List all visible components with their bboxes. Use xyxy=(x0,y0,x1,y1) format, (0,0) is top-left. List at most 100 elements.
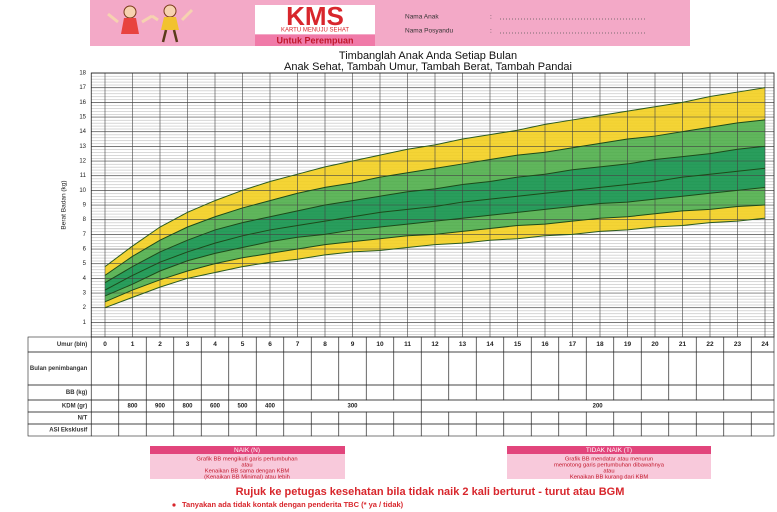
table-cell xyxy=(174,424,202,436)
table-cell xyxy=(559,385,587,400)
row-label: N/T xyxy=(78,416,88,422)
table-cell xyxy=(201,352,229,385)
x-tick-label: 2 xyxy=(158,341,162,348)
kdm-value: 400 xyxy=(265,404,276,410)
x-tick-label: 15 xyxy=(514,341,522,348)
table-cell xyxy=(586,385,614,400)
x-tick-label: 5 xyxy=(241,341,245,348)
table-cell xyxy=(641,385,669,400)
x-tick-label: 12 xyxy=(431,341,439,348)
table-cell xyxy=(669,412,697,424)
table-cell xyxy=(284,385,312,400)
table-cell xyxy=(119,412,147,424)
table-cell xyxy=(229,412,257,424)
table-cell xyxy=(724,385,752,400)
kdm-value: 500 xyxy=(237,404,248,410)
field-label: Nama Anak xyxy=(405,14,439,21)
table-cell xyxy=(366,412,394,424)
table-cell xyxy=(394,352,422,385)
brand: KMS xyxy=(286,1,344,31)
table-cell xyxy=(476,385,504,400)
y-tick-label: 3 xyxy=(83,291,87,297)
y-tick-label: 9 xyxy=(83,203,87,209)
y-tick-label: 8 xyxy=(83,217,87,223)
table-cell xyxy=(421,385,449,400)
table-cell xyxy=(339,352,367,385)
table-cell xyxy=(146,424,174,436)
table-cell xyxy=(119,424,147,436)
y-tick-label: 1 xyxy=(83,320,87,326)
table-cell xyxy=(641,352,669,385)
table-cell xyxy=(696,352,724,385)
table-cell xyxy=(724,352,752,385)
y-tick-label: 13 xyxy=(79,144,86,150)
table-cell xyxy=(586,412,614,424)
table-cell xyxy=(421,424,449,436)
kdm-value: 200 xyxy=(593,404,604,410)
table-cell xyxy=(504,385,532,400)
kms-card: KMS KARTU MENUJU SEHAT Untuk Perempuan N… xyxy=(0,0,777,512)
y-axis-label: Berat Badan (kg) xyxy=(61,180,68,229)
question: Tanyakan ada tidak kontak dengan penderi… xyxy=(182,500,404,509)
table-cell xyxy=(504,412,532,424)
table-cell xyxy=(531,385,559,400)
table-cell xyxy=(614,424,642,436)
table-cell xyxy=(449,352,477,385)
table-cell xyxy=(504,352,532,385)
table-cell xyxy=(174,352,202,385)
table-cell xyxy=(146,412,174,424)
table-cell xyxy=(421,352,449,385)
table-cell xyxy=(476,352,504,385)
x-tick-label: 20 xyxy=(651,341,659,348)
plot: 123456789101112131415161718 xyxy=(79,71,774,337)
table-cell xyxy=(696,412,724,424)
row-label: Bulan penimbangan xyxy=(30,366,88,372)
table-cell xyxy=(311,412,339,424)
x-tick-label: 10 xyxy=(376,341,384,348)
table-cell xyxy=(256,385,284,400)
table-cell xyxy=(91,412,119,424)
x-tick-label: 21 xyxy=(679,341,687,348)
table-cell xyxy=(119,385,147,400)
x-tick-label: 19 xyxy=(624,341,632,348)
table-cell xyxy=(201,412,229,424)
table-cell xyxy=(531,424,559,436)
note-title: NAIK (N) xyxy=(234,447,260,454)
subtitle: Untuk Perempuan xyxy=(276,35,353,45)
table-cell xyxy=(311,352,339,385)
table-cell xyxy=(394,424,422,436)
table-cell xyxy=(256,424,284,436)
x-tick-label: 17 xyxy=(569,341,577,348)
table-cell xyxy=(366,352,394,385)
table-cell xyxy=(174,385,202,400)
table-cell xyxy=(339,412,367,424)
table-cell xyxy=(751,424,774,436)
x-tick-label: 24 xyxy=(761,341,769,348)
table-cell xyxy=(91,424,119,436)
x-tick-label: 22 xyxy=(706,341,714,348)
table-cell xyxy=(696,424,724,436)
table-cell xyxy=(339,424,367,436)
table-cell xyxy=(724,424,752,436)
table-cell xyxy=(449,412,477,424)
y-tick-label: 15 xyxy=(79,115,86,121)
table-cell xyxy=(614,412,642,424)
x-tick-label: 3 xyxy=(186,341,190,348)
table-cell xyxy=(284,412,312,424)
note-title: TIDAK NAIK (T) xyxy=(586,447,632,454)
table-cell xyxy=(174,412,202,424)
table-cell xyxy=(119,352,147,385)
table-cell xyxy=(559,412,587,424)
header: KMS KARTU MENUJU SEHAT Untuk Perempuan N… xyxy=(90,0,690,46)
table-cell xyxy=(696,385,724,400)
table-cell xyxy=(394,412,422,424)
x-tick-label: 9 xyxy=(351,341,355,348)
field-label: Nama Posyandu xyxy=(405,28,453,35)
x-tick-label: 6 xyxy=(268,341,272,348)
x-tick-label: 14 xyxy=(486,341,494,348)
x-tick-label: 16 xyxy=(541,341,549,348)
table-cell xyxy=(91,352,119,385)
x-tick-label: 7 xyxy=(296,341,300,348)
notes: NAIK (N) Grafik BB mengikuti garis pertu… xyxy=(150,446,711,509)
table-cell xyxy=(229,385,257,400)
